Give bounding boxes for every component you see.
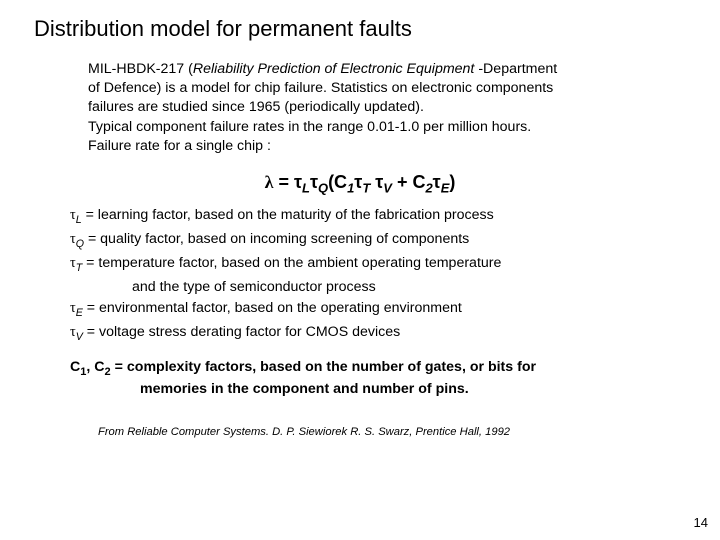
def-tau-l-text: = learning factor, based on the maturity… xyxy=(86,207,494,223)
def-tau-e-text: = environmental factor, based on the ope… xyxy=(87,300,462,316)
formula: λ = τLτQ(C1τT τV + C2τE) xyxy=(34,172,686,196)
def-tau-t-cont: and the type of semiconductor process xyxy=(70,277,686,298)
def-tau-e: τE = environmental factor, based on the … xyxy=(70,298,686,322)
intro-line-3: failures are studied since 1965 (periodi… xyxy=(88,99,424,115)
intro-italic: Reliability Prediction of Electronic Equ… xyxy=(193,61,478,77)
def-tau-q-text: = quality factor, based on incoming scre… xyxy=(88,231,469,247)
intro-line-1a: MIL-HBDK-217 ( xyxy=(88,61,193,77)
intro-line-2: of Defence) is a model for chip failure.… xyxy=(88,80,553,96)
intro-line-1b: -Department xyxy=(478,61,557,77)
cfac-line-1: C1, C2 = complexity factors, based on th… xyxy=(70,358,686,380)
def-tau-t-text-1: = temperature factor, based on the ambie… xyxy=(86,255,501,271)
def-tau-t: τT = temperature factor, based on the am… xyxy=(70,253,686,277)
intro-line-4: Typical component failure rates in the r… xyxy=(88,119,531,135)
citation: From Reliable Computer Systems. D. P. Si… xyxy=(98,426,686,438)
intro-paragraph: MIL-HBDK-217 (Reliability Prediction of … xyxy=(88,60,686,156)
def-tau-q: τQ = quality factor, based on incoming s… xyxy=(70,229,686,253)
cfac-text-1: = complexity factors, based on the numbe… xyxy=(115,359,536,375)
slide-title: Distribution model for permanent faults xyxy=(34,16,686,42)
complexity-factors: C1, C2 = complexity factors, based on th… xyxy=(70,358,686,400)
def-tau-t-text-2: and the type of semiconductor process xyxy=(132,279,376,295)
factor-definitions: τL = learning factor, based on the matur… xyxy=(70,205,686,345)
def-tau-v: τV = voltage stress derating factor for … xyxy=(70,322,686,346)
cfac-line-2: memories in the component and number of … xyxy=(70,380,686,400)
intro-line-5: Failure rate for a single chip : xyxy=(88,138,271,154)
def-tau-l: τL = learning factor, based on the matur… xyxy=(70,205,686,229)
page-number: 14 xyxy=(694,515,708,530)
def-tau-v-text: = voltage stress derating factor for CMO… xyxy=(87,324,400,340)
